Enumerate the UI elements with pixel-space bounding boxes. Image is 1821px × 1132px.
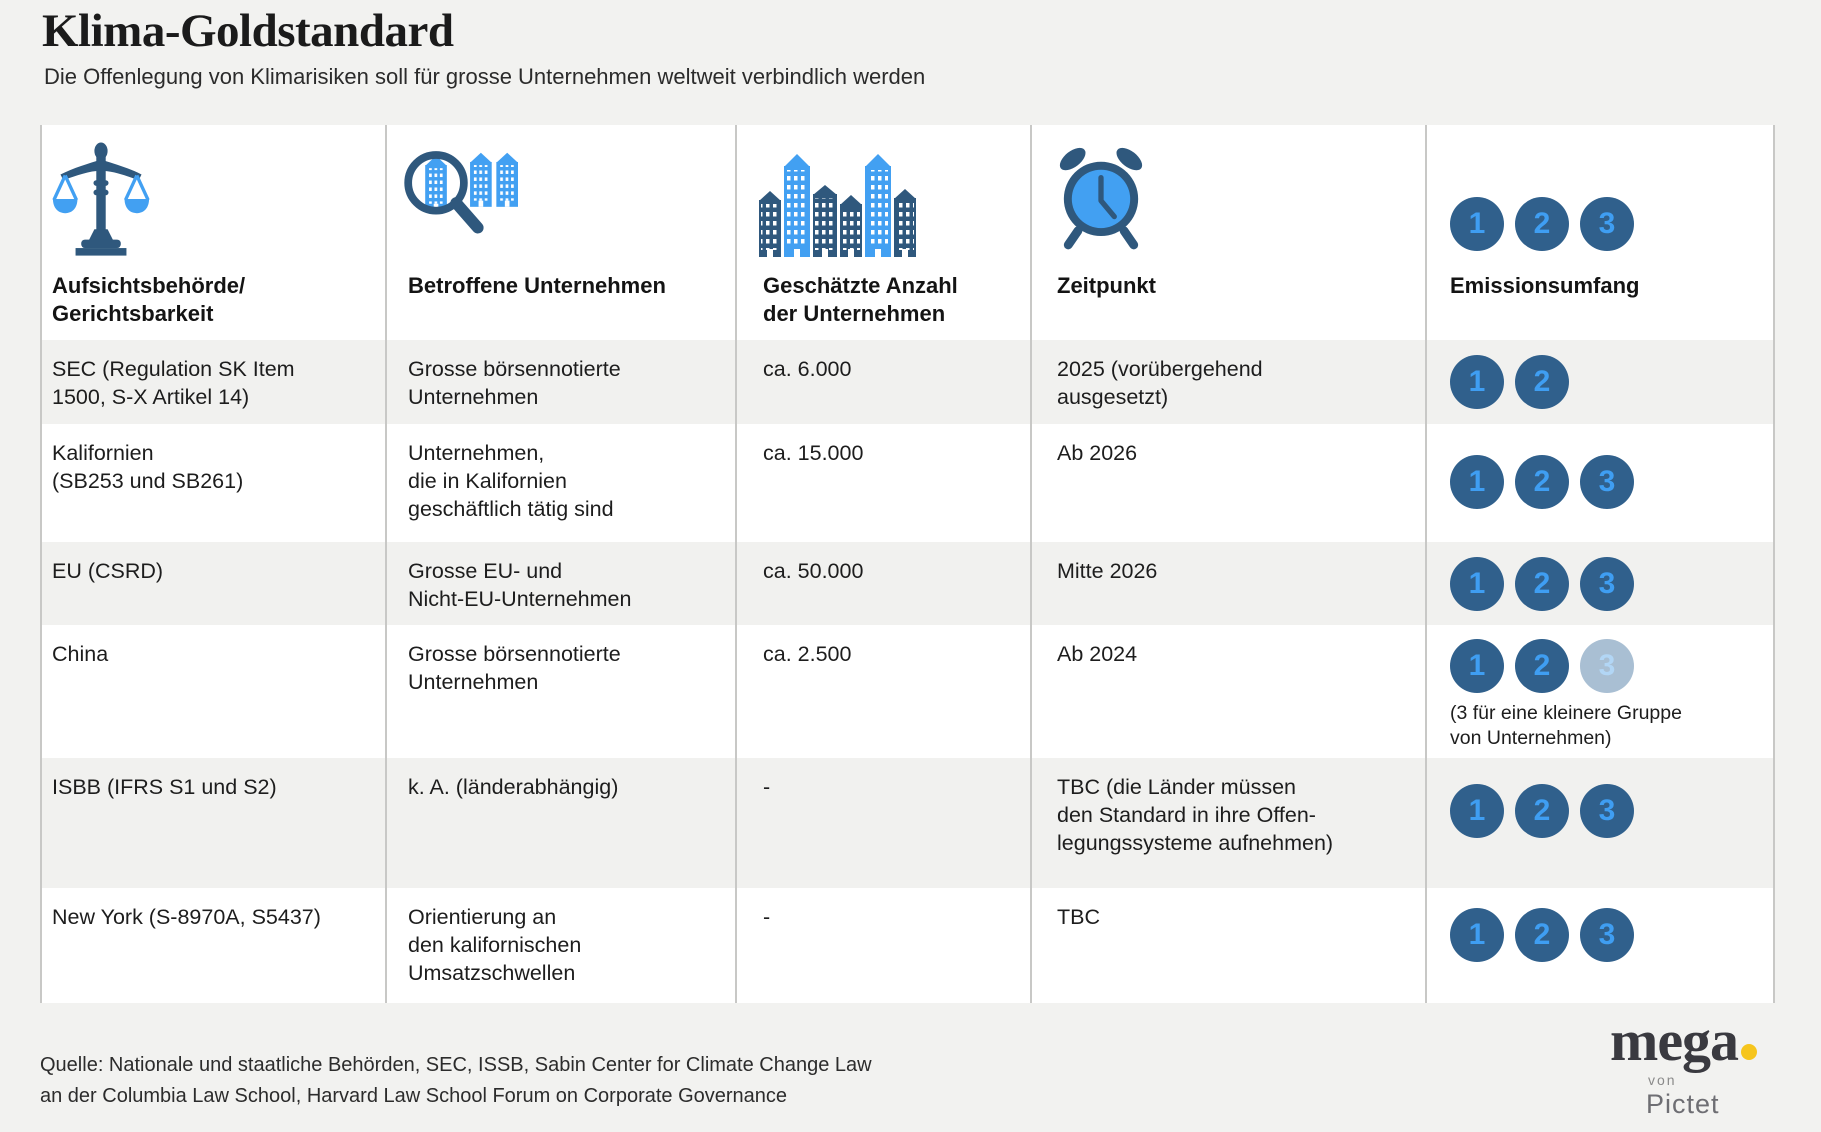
- column-divider: [1030, 125, 1032, 1003]
- column-divider: [735, 125, 737, 1003]
- mega-brand-text: mega: [1610, 1008, 1739, 1073]
- scope-2-circle: 2: [1515, 197, 1569, 251]
- companies-cell: Orientierung an den kalifornischen Umsat…: [408, 905, 582, 985]
- scope-3-circle: 3: [1580, 197, 1634, 251]
- table-row: New York (S-8970A, S5437) Orientierung a…: [40, 888, 1775, 1003]
- city-buildings-icon: [759, 154, 916, 257]
- scope-1-circle: 1: [1450, 784, 1504, 838]
- mega-pictet-logo: mega von Pictet: [1610, 1012, 1785, 1120]
- authority-cell: EU (CSRD): [52, 559, 164, 583]
- scope-3-circle: 3: [1580, 557, 1634, 611]
- companies-cell: Unternehmen, die in Kalifornien geschäft…: [408, 441, 614, 521]
- count-cell: ca. 2.500: [763, 642, 852, 666]
- count-cell: -: [763, 905, 771, 929]
- scope-3-circle-faded: 3: [1580, 639, 1634, 693]
- scope-1-circle: 1: [1450, 197, 1504, 251]
- column-header-count: Geschätzte Anzahl der Unternehmen: [763, 273, 958, 326]
- column-header-timing: Zeitpunkt: [1057, 273, 1156, 298]
- table-row: Kalifornien (SB253 und SB261) Unternehme…: [40, 424, 1775, 542]
- count-cell: ca. 50.000: [763, 559, 864, 583]
- scope-3-circle: 3: [1580, 455, 1634, 509]
- scope-2-circle: 2: [1515, 455, 1569, 509]
- authority-cell: ISBB (IFRS S1 und S2): [52, 775, 277, 799]
- mega-wordmark: mega: [1610, 1012, 1785, 1070]
- scope-1-circle: 1: [1450, 908, 1504, 962]
- authority-cell: New York (S-8970A, S5437): [52, 905, 321, 929]
- scope-2-circle: 2: [1515, 355, 1569, 409]
- scope-footnote: (3 für eine kleinere Gruppe von Unterneh…: [1450, 702, 1682, 749]
- authority-cell: China: [52, 642, 109, 666]
- table-row: China Grosse börsennotierte Unternehmen …: [40, 625, 1775, 758]
- page-title: Klima-Goldstandard: [42, 5, 454, 57]
- scope-3-circle: 3: [1580, 908, 1634, 962]
- scope-circles: 1 2 3: [1450, 784, 1634, 838]
- pictet-wordmark: Pictet: [1646, 1089, 1720, 1119]
- timing-cell: Ab 2024: [1057, 642, 1138, 666]
- source-attribution: Quelle: Nationale und staatliche Behörde…: [40, 1054, 872, 1107]
- table-row: EU (CSRD) Grosse EU- und Nicht-EU-Untern…: [40, 542, 1775, 625]
- timing-cell: Ab 2026: [1057, 441, 1138, 465]
- scope-circles: 1 2 3: [1450, 908, 1634, 962]
- timing-cell: Mitte 2026: [1057, 559, 1158, 583]
- scope-circles-header: 1 2 3: [1450, 197, 1634, 251]
- table-border-right: [1773, 125, 1775, 1003]
- timing-cell: TBC (die Länder müssen den Standard in i…: [1057, 775, 1334, 855]
- companies-cell: Grosse EU- und Nicht-EU-Unternehmen: [408, 559, 632, 611]
- table-border-left: [40, 125, 42, 1003]
- count-cell: ca. 6.000: [763, 357, 852, 381]
- companies-cell: k. A. (länderabhängig): [408, 775, 619, 799]
- column-header-companies: Betroffene Unternehmen: [408, 273, 666, 298]
- authority-cell: SEC (Regulation SK Item 1500, S-X Artike…: [52, 357, 295, 409]
- table-row: SEC (Regulation SK Item 1500, S-X Artike…: [40, 340, 1775, 424]
- scope-1-circle: 1: [1450, 557, 1504, 611]
- companies-cell: Grosse börsennotierte Unternehmen: [408, 642, 621, 694]
- column-divider: [1425, 125, 1427, 1003]
- scope-1-circle: 1: [1450, 639, 1504, 693]
- authority-cell: Kalifornien (SB253 und SB261): [52, 441, 244, 493]
- timing-cell: 2025 (vorübergehend ausgesetzt): [1057, 357, 1263, 409]
- scope-2-circle: 2: [1515, 557, 1569, 611]
- count-cell: -: [763, 775, 771, 799]
- building-shape: [425, 155, 447, 210]
- table-row: ISBB (IFRS S1 und S2) k. A. (länderabhän…: [40, 758, 1775, 888]
- table-header-row: 1 2 3 Aufsichtsbehörde/ Gerichtsbarkeit …: [40, 125, 1775, 340]
- alarm-clock-icon: [1059, 147, 1143, 250]
- regulation-table: 1 2 3 Aufsichtsbehörde/ Gerichtsbarkeit …: [40, 125, 1775, 1003]
- scope-2-circle: 2: [1515, 784, 1569, 838]
- column-header-authority: Aufsichtsbehörde/ Gerichtsbarkeit: [52, 273, 246, 326]
- scope-1-circle: 1: [1450, 355, 1504, 409]
- count-cell: ca. 15.000: [763, 441, 864, 465]
- scope-circles: 1 2 3: [1450, 557, 1634, 611]
- timing-cell: TBC: [1057, 905, 1100, 929]
- scope-1-circle: 1: [1450, 455, 1504, 509]
- scope-2-circle: 2: [1515, 908, 1569, 962]
- scope-2-circle: 2: [1515, 639, 1569, 693]
- yellow-dot-icon: [1741, 1044, 1758, 1060]
- magnifier-buildings-icon: [404, 151, 518, 234]
- page-subtitle: Die Offenlegung von Klimarisiken soll fü…: [44, 64, 926, 89]
- scope-circles: 1 2: [1450, 355, 1569, 409]
- column-divider: [385, 125, 387, 1003]
- scope-circles: 1 2 3: [1450, 639, 1634, 693]
- scope-circles: 1 2 3: [1450, 455, 1634, 509]
- column-header-scope: Emissionsumfang: [1450, 273, 1640, 298]
- scope-3-circle: 3: [1580, 784, 1634, 838]
- scales-of-justice-icon: [52, 142, 150, 256]
- logo-prefix: von: [1648, 1072, 1677, 1088]
- companies-cell: Grosse börsennotierte Unternehmen: [408, 357, 621, 409]
